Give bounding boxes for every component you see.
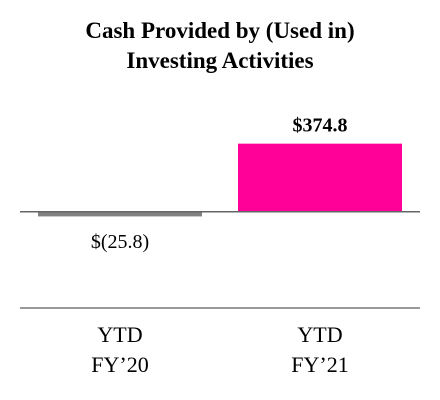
value-label: $374.8: [293, 114, 348, 136]
value-label: $(25.8): [91, 231, 149, 253]
bar: [238, 143, 402, 212]
bar: [38, 211, 202, 217]
x-tick-label: YTD FY’21: [291, 322, 349, 377]
chart-title: Cash Provided by (Used in) Investing Act…: [85, 18, 355, 73]
x-tick-label: YTD FY’20: [91, 322, 149, 377]
